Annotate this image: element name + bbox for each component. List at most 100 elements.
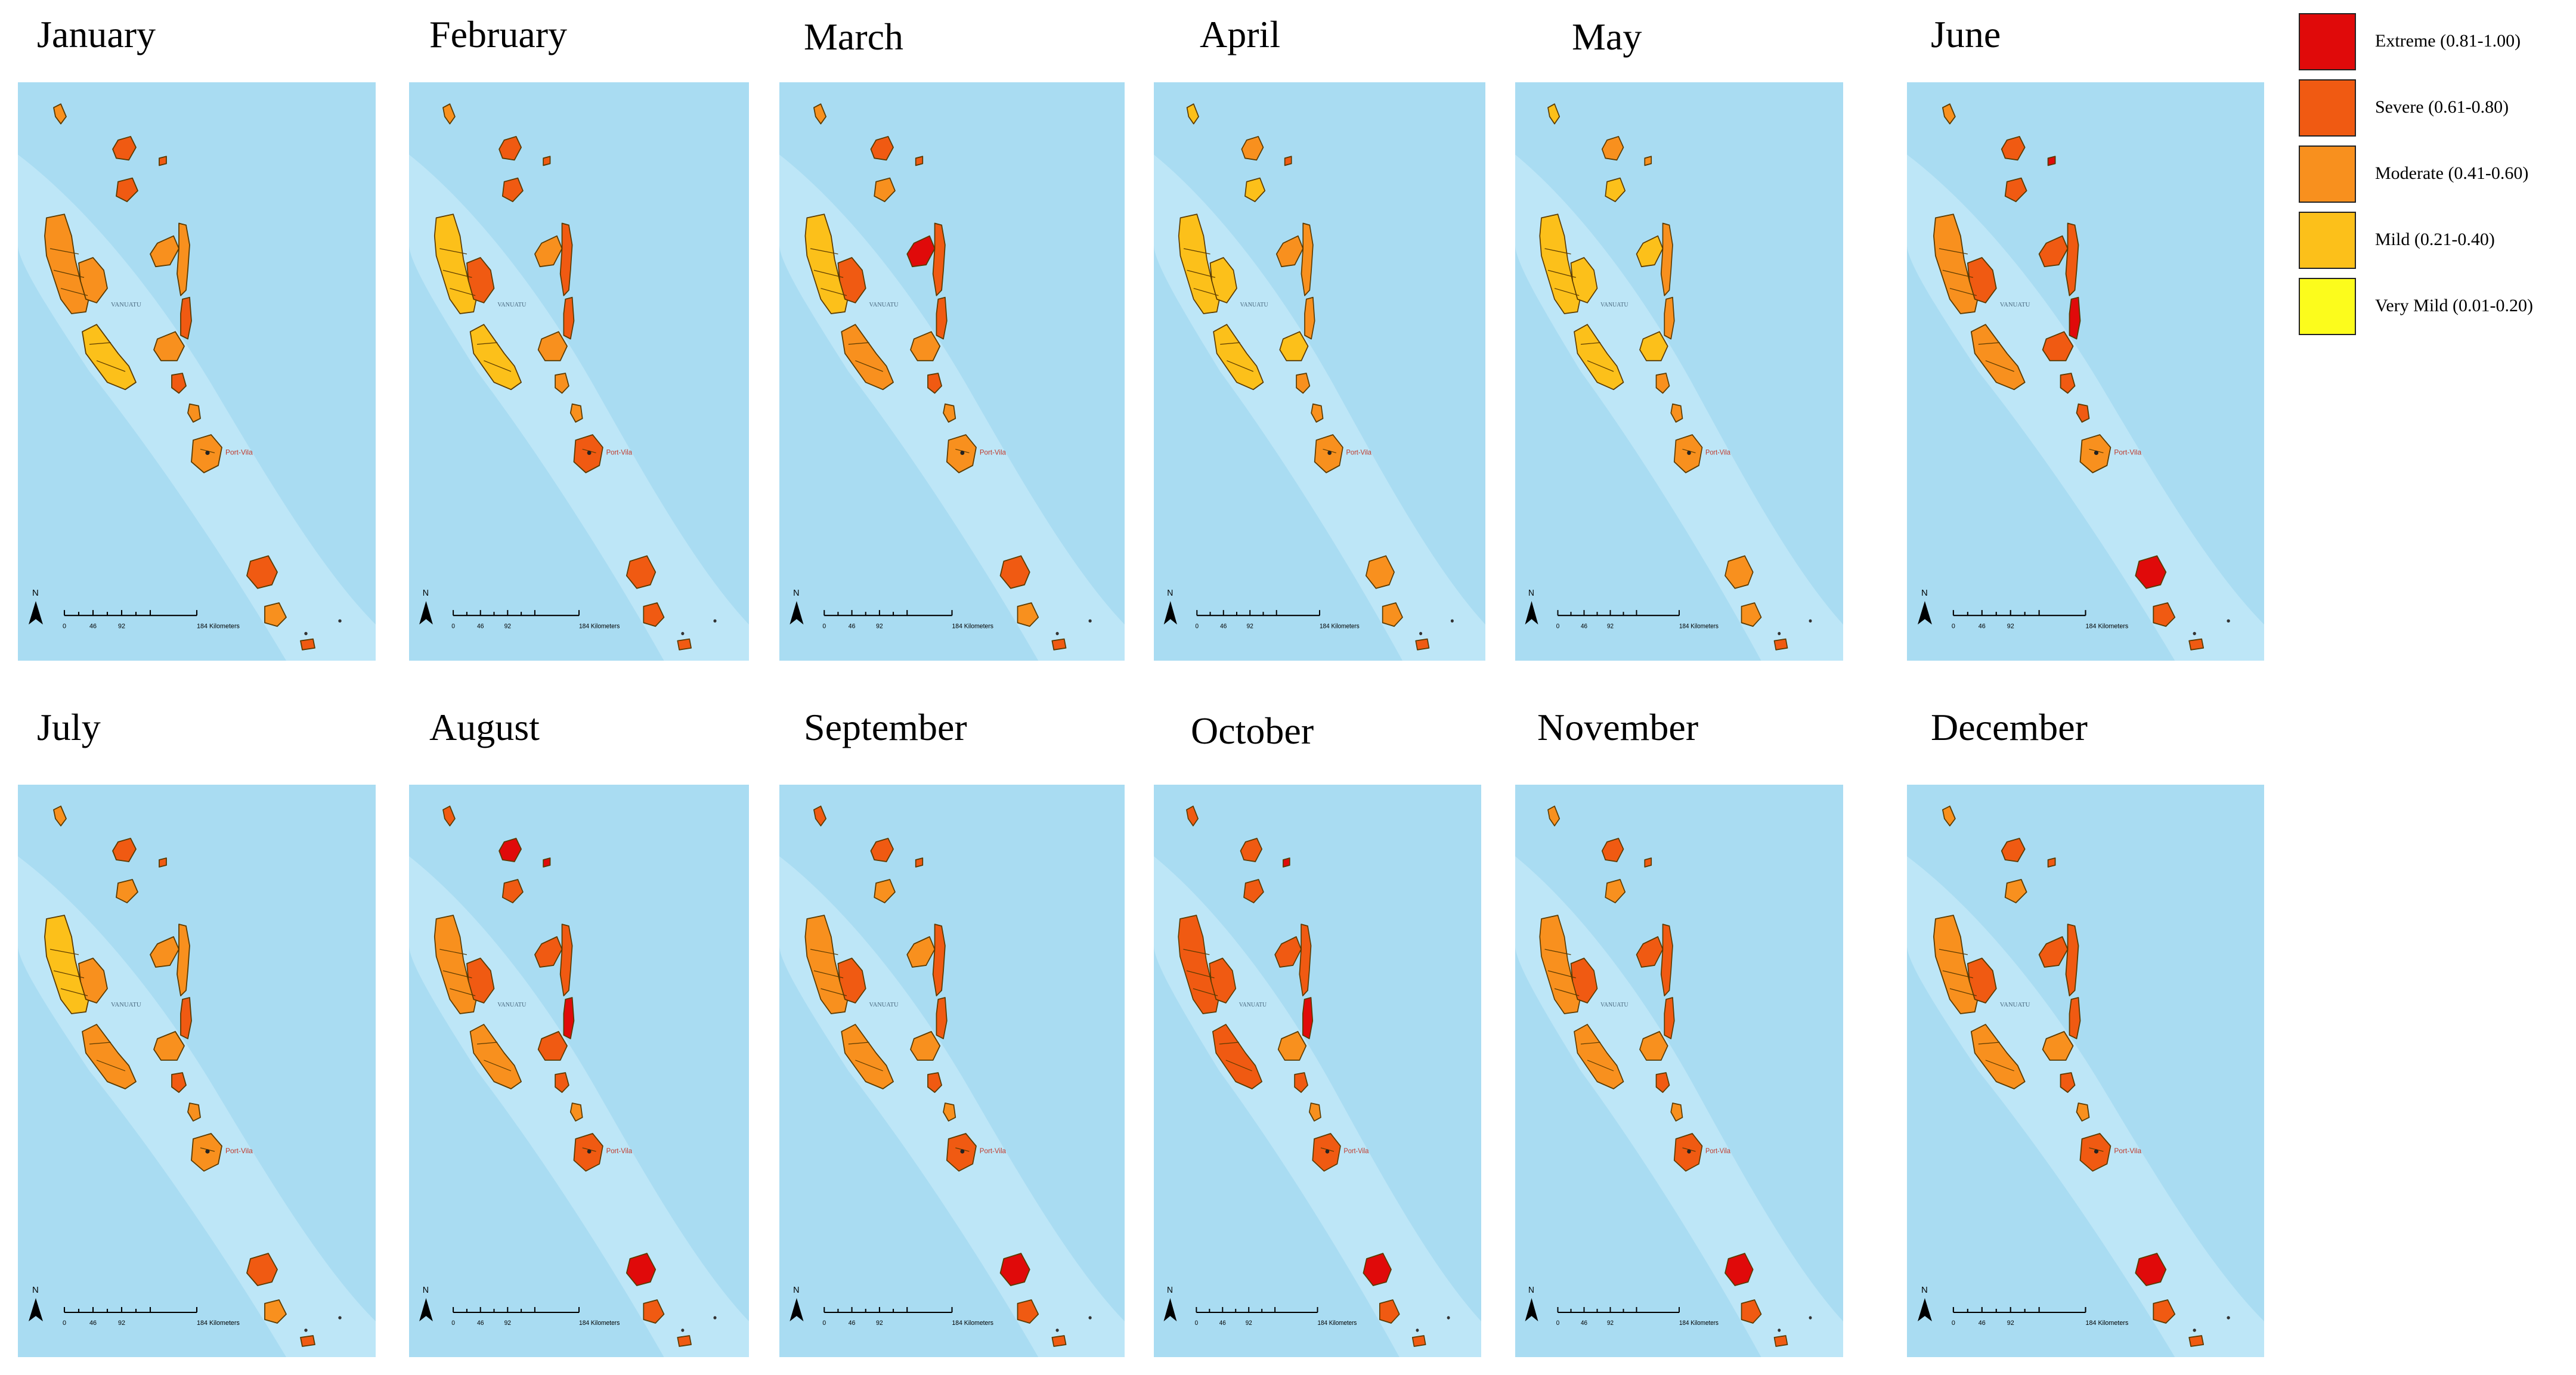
island-4 (1933, 915, 1979, 1014)
island-8 (2069, 296, 2081, 340)
scale-end-label: 184 Kilometers (1320, 623, 1360, 630)
scale-tick-label: 0 (1195, 1320, 1199, 1327)
island-0 (53, 806, 67, 826)
island-12 (943, 403, 956, 423)
island-6 (1636, 936, 1664, 968)
vanuatu-map: Port-Vila VANUATU N 0 46 92 184 Kilometers (1907, 103, 2264, 661)
north-label: N (1167, 588, 1173, 598)
scale-tick-label: 92 (1607, 1320, 1614, 1327)
scale-end-label: 184 Kilometers (2086, 1320, 2129, 1327)
scale-end-label: 184 Kilometers (1318, 1320, 1357, 1327)
island-14 (246, 555, 278, 589)
district-boundary (1544, 949, 1580, 996)
island-15 (1741, 1299, 1762, 1324)
north-label: N (32, 1285, 39, 1295)
scale-end-label: 184 Kilometers (2086, 623, 2129, 630)
vanuatu-map: Port-Vila VANUATU N 0 46 92 184 Kilometers (409, 103, 749, 661)
island-4 (44, 915, 90, 1014)
capital-marker (587, 1149, 592, 1154)
scale-bar (453, 1307, 580, 1314)
legend-swatch (2299, 278, 2356, 335)
island-14 (626, 1253, 657, 1286)
islet-marker (304, 1328, 308, 1332)
island-7 (559, 222, 573, 296)
island-7 (2065, 222, 2079, 296)
island-7 (2065, 924, 2079, 996)
island-6 (1275, 235, 1304, 268)
district-boundary (49, 248, 88, 296)
scale-bar (1557, 1307, 1680, 1314)
island-3 (159, 857, 167, 868)
island-12 (569, 403, 583, 423)
island-1 (870, 838, 894, 862)
vanuatu-map: Port-Vila VANUATU N 0 46 92 184 Kilometers (779, 103, 1125, 661)
island-2 (1244, 177, 1266, 202)
island-0 (1942, 103, 1956, 125)
capital-marker (205, 1149, 210, 1154)
district-boundary (1219, 1042, 1252, 1071)
island-11 (1655, 373, 1670, 394)
scale-bar (1952, 610, 2086, 617)
island-7 (1660, 222, 1673, 296)
island-0 (1186, 806, 1199, 826)
island-4 (1933, 213, 1979, 314)
island-2 (116, 177, 138, 202)
island-15 (1379, 1299, 1400, 1324)
island-5 (1570, 958, 1598, 1004)
north-arrow-icon (419, 600, 433, 625)
islet-marker (1778, 631, 1781, 636)
islet-marker (1450, 619, 1454, 623)
island-11 (927, 373, 942, 394)
scale-tick-label: 0 (1952, 1320, 1955, 1327)
island-14 (2135, 1253, 2167, 1286)
capital-marker (1325, 1149, 1330, 1154)
island-1 (2001, 838, 2026, 862)
legend-label: Very Mild (0.01-0.20) (2375, 296, 2533, 315)
island-8 (1664, 997, 1675, 1039)
map-panel-november: Port-Vila VANUATU N 0 46 92 184 Kilometers (1515, 785, 1843, 1357)
island-12 (1308, 1103, 1321, 1122)
capital-label: Port-Vila (980, 448, 1007, 456)
island-10 (1277, 1031, 1307, 1061)
capital-marker (1687, 450, 1691, 456)
island-9 (82, 1024, 137, 1089)
map-panel-march: Port-Vila VANUATU N 0 46 92 184 Kilometers (779, 82, 1125, 661)
capital-label: Port-Vila (1705, 449, 1730, 457)
island-8 (936, 997, 948, 1039)
island-0 (442, 806, 456, 826)
island-12 (187, 403, 201, 423)
island-0 (813, 806, 827, 826)
island-7 (932, 222, 946, 296)
island-7 (1660, 924, 1673, 996)
scale-tick-label: 46 (1979, 1320, 1986, 1327)
island-11 (555, 373, 569, 394)
scale-bar (823, 1307, 953, 1314)
district-boundary (89, 1042, 126, 1071)
islet-marker (713, 619, 717, 623)
island-0 (1547, 103, 1561, 125)
island-14 (1724, 555, 1754, 589)
island-5 (1967, 257, 1997, 304)
island-6 (534, 235, 563, 268)
island-16 (1773, 1335, 1788, 1347)
scale-bar (1557, 610, 1680, 617)
scale-tick-label: 46 (89, 1320, 97, 1327)
island-14 (626, 555, 657, 589)
island-14 (1724, 1253, 1754, 1286)
islet-marker (304, 631, 308, 636)
scale-bar (823, 610, 953, 617)
vanuatu-map: Port-Vila VANUATU N 0 46 92 184 Kilometers (409, 806, 749, 1357)
island-1 (1601, 838, 1624, 862)
north-label: N (1528, 1285, 1534, 1295)
vanuatu-map: Port-Vila VANUATU N 0 46 92 184 Kilometers (779, 806, 1125, 1357)
capital-marker (2094, 450, 2099, 456)
island-9 (1970, 1024, 2026, 1089)
capital-label: Port-Vila (2114, 1147, 2141, 1155)
island-10 (1639, 331, 1668, 361)
scale-end-label: 184 Kilometers (1679, 623, 1719, 630)
island-16 (1411, 1335, 1426, 1347)
island-7 (559, 924, 573, 996)
scale-tick-label: 0 (822, 623, 826, 630)
country-label: VANUATU (1600, 1002, 1628, 1008)
islet-marker (1809, 1316, 1812, 1320)
